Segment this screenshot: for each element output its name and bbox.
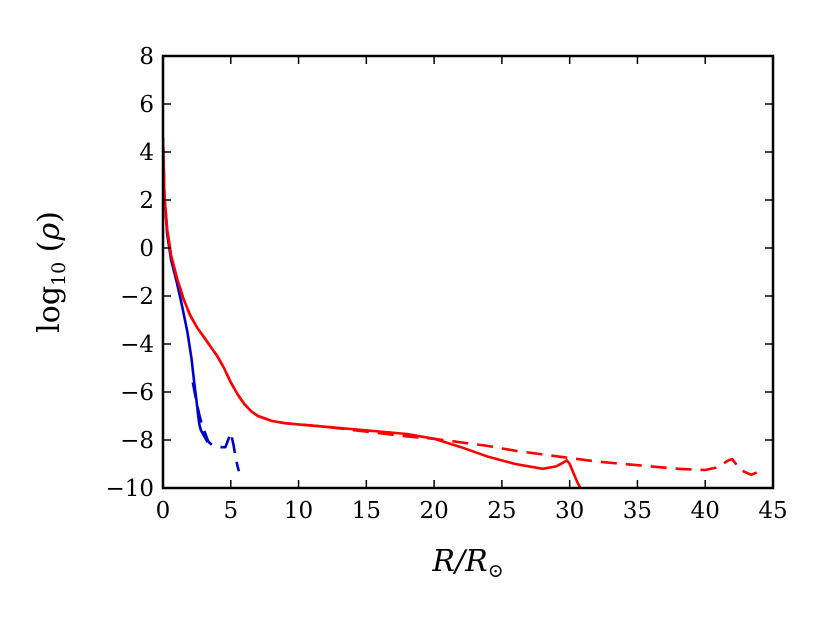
x-tick-label: 5 [223,498,238,524]
series-line-2-red-solid [163,137,583,488]
y-tick-label: 2 [139,188,154,214]
x-tick-label: 15 [352,498,381,524]
series-layer [163,137,758,488]
series-line-3-red-dashed [163,137,758,477]
x-axis-title: R/R⊙ [431,544,503,582]
x-tick-label: 0 [156,498,171,524]
x-tick-label: 10 [284,498,313,524]
y-tick-label: −2 [120,284,154,310]
y-tick-label: 0 [139,236,154,262]
y-axis-title: log10 (ρ) [32,211,70,333]
x-tick-label: 40 [691,498,720,524]
y-tick-label: 4 [139,140,154,166]
x-tick-label: 35 [623,498,652,524]
y-tick-label: 8 [139,44,154,70]
plot-frame [161,54,775,490]
y-tick-label: 6 [139,92,154,118]
y-tick-label: −4 [120,332,154,358]
x-tick-label: 20 [419,498,448,524]
x-tick-label: 45 [758,498,787,524]
y-tick-label: −6 [120,380,154,406]
series-line-0-blue-solid [163,137,209,444]
y-tick-label: −8 [120,428,154,454]
x-tick-label: 30 [555,498,584,524]
x-tick-label: 25 [487,498,516,524]
y-tick-label: −10 [105,476,154,502]
series-line-1-blue-dashed [191,382,241,472]
